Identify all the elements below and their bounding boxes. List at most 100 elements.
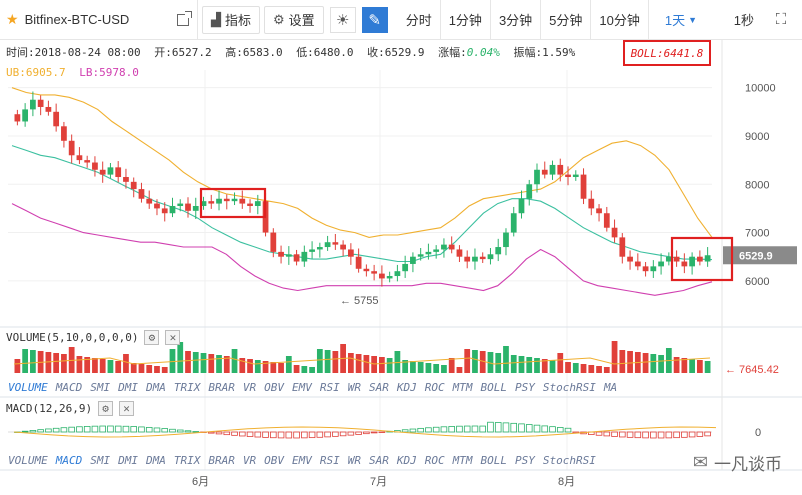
- macd-histogram-bar: [14, 431, 21, 433]
- candle-body: [689, 256, 695, 267]
- boll-value-highlight: BOLL:6441.8: [623, 40, 711, 66]
- x-tick-label: 8月: [558, 476, 575, 488]
- indicator-tab-brar[interactable]: BRAR: [208, 454, 235, 467]
- indicator-tab-psy[interactable]: PSY: [515, 381, 535, 394]
- indicator-tab-mtm[interactable]: MTM: [452, 454, 473, 467]
- symbol-selector[interactable]: ★ Bitfinex-BTC-USD: [0, 0, 198, 40]
- macd-histogram-bar: [45, 428, 52, 433]
- indicator-tab-roc[interactable]: ROC: [424, 454, 445, 467]
- volume-bar: [596, 366, 602, 373]
- indicator-tab-volume[interactable]: VOLUME: [8, 454, 48, 467]
- indicator-tab-dma[interactable]: DMA: [146, 454, 166, 467]
- volume-bar: [425, 363, 432, 373]
- gear-icon[interactable]: ⚙: [144, 330, 160, 345]
- volume-bar: [441, 365, 447, 373]
- y-tick-label: 7000: [745, 228, 769, 240]
- volume-bar: [239, 358, 246, 373]
- indicator-tab-ma[interactable]: MA: [603, 381, 618, 394]
- indicator-tab-wr[interactable]: WR: [347, 381, 361, 394]
- volume-bar: [642, 353, 649, 373]
- volume-bar: [402, 360, 409, 373]
- fullscreen-icon[interactable]: ⛶: [775, 11, 787, 28]
- indicator-tab-vr[interactable]: VR: [242, 381, 257, 394]
- theme-toggle-icon[interactable]: ☀: [329, 6, 356, 33]
- indicator-tab-rsi[interactable]: RSI: [319, 381, 340, 394]
- macd-histogram-bar: [246, 431, 254, 437]
- indicator-tab-boll[interactable]: BOLL: [480, 454, 508, 467]
- interval-1s[interactable]: 1秒: [733, 13, 754, 28]
- indicator-tab-obv[interactable]: OBV: [264, 381, 284, 394]
- symbol-name: Bitfinex-BTC-USD: [24, 12, 130, 27]
- period-1day-dropdown[interactable]: 1天 ▼: [664, 13, 698, 28]
- indicator-tab-brar[interactable]: BRAR: [208, 381, 235, 394]
- boll-upper-line: [11, 87, 713, 238]
- volume-bar: [534, 358, 540, 373]
- star-icon[interactable]: ★: [6, 11, 19, 27]
- external-link-icon[interactable]: [177, 10, 192, 26]
- candle-body: [355, 256, 362, 269]
- volume-bar: [22, 349, 29, 373]
- volume-bar: [363, 355, 370, 373]
- indicator-tab-obv[interactable]: OBV: [264, 454, 284, 467]
- macd-histogram-bar: [487, 421, 494, 433]
- volume-bar: [169, 349, 176, 373]
- candle-body: [22, 109, 29, 122]
- y-tick-label: 6000: [745, 276, 769, 288]
- indicator-button[interactable]: ▟ 指标: [202, 5, 261, 34]
- indicator-tab-trix[interactable]: TRIX: [173, 454, 201, 467]
- indicator-tab-boll[interactable]: BOLL: [480, 381, 508, 394]
- indicator-tab-psy[interactable]: PSY: [515, 454, 535, 467]
- candle-body: [45, 106, 52, 112]
- indicator-tab-roc[interactable]: ROC: [424, 381, 445, 394]
- period-timeshare[interactable]: 分时: [398, 0, 441, 40]
- candle-body: [154, 203, 160, 209]
- indicator-tab-emv[interactable]: EMV: [292, 381, 312, 394]
- indicator-tabs-bottom: VOLUME MACD SMI DMI DMA TRIX BRAR VR OBV EMV RSI WR…: [0, 454, 802, 467]
- candle-body: [627, 256, 633, 262]
- period-5min[interactable]: 5分钟: [541, 0, 592, 40]
- period-1min[interactable]: 1分钟: [441, 0, 491, 40]
- indicator-tab-sar[interactable]: SAR: [369, 454, 389, 467]
- indicator-tab-dmi[interactable]: DMI: [118, 454, 138, 467]
- indicator-tab-rsi[interactable]: RSI: [319, 454, 340, 467]
- candle-body: [138, 189, 145, 199]
- macd-histogram-bar: [308, 431, 316, 439]
- period-10min[interactable]: 10分钟: [591, 0, 649, 40]
- close-icon[interactable]: ✕: [119, 401, 135, 416]
- macd-histogram-bar: [355, 431, 362, 435]
- candle-body: [658, 261, 664, 267]
- close-icon[interactable]: ✕: [165, 330, 181, 345]
- draw-pencil-icon[interactable]: ✎: [361, 6, 388, 33]
- y-tick-label: 10000: [745, 83, 776, 95]
- gear-icon[interactable]: ⚙: [98, 401, 114, 416]
- indicator-tab-stochrsi[interactable]: StochRSI: [542, 381, 596, 394]
- settings-button[interactable]: ⚙ 设置: [264, 5, 324, 34]
- macd-histogram-bar: [634, 431, 642, 439]
- indicator-tab-macd[interactable]: MACD: [55, 381, 83, 394]
- indicator-tab-smi[interactable]: SMI: [90, 454, 111, 467]
- indicator-tab-emv[interactable]: EMV: [292, 454, 312, 467]
- indicator-tab-kdj[interactable]: KDJ: [396, 381, 417, 394]
- period-3min[interactable]: 3分钟: [491, 0, 542, 40]
- indicator-tab-macd[interactable]: MACD: [55, 454, 83, 467]
- indicator-tab-vr[interactable]: VR: [242, 454, 257, 467]
- candle-body: [526, 184, 533, 199]
- macd-histogram-bar: [277, 431, 285, 439]
- candle-body: [394, 271, 401, 277]
- indicator-tab-trix[interactable]: TRIX: [173, 381, 201, 394]
- indicator-tab-stochrsi[interactable]: StochRSI: [542, 454, 596, 467]
- indicator-tab-dma[interactable]: DMA: [146, 381, 166, 394]
- candle-body: [588, 198, 595, 209]
- candle-body: [642, 266, 649, 272]
- indicator-tab-smi[interactable]: SMI: [90, 381, 111, 394]
- indicator-tab-volume[interactable]: VOLUME: [8, 381, 48, 394]
- macd-histogram-bar: [432, 426, 440, 433]
- indicator-tab-dmi[interactable]: DMI: [118, 381, 138, 394]
- candle-body: [379, 273, 385, 279]
- indicator-tab-mtm[interactable]: MTM: [452, 381, 473, 394]
- volume-bar: [588, 365, 595, 373]
- indicator-tab-wr[interactable]: WR: [347, 454, 361, 467]
- macd-histogram-bar: [479, 425, 486, 433]
- indicator-tab-sar[interactable]: SAR: [369, 381, 389, 394]
- indicator-tab-kdj[interactable]: KDJ: [396, 454, 417, 467]
